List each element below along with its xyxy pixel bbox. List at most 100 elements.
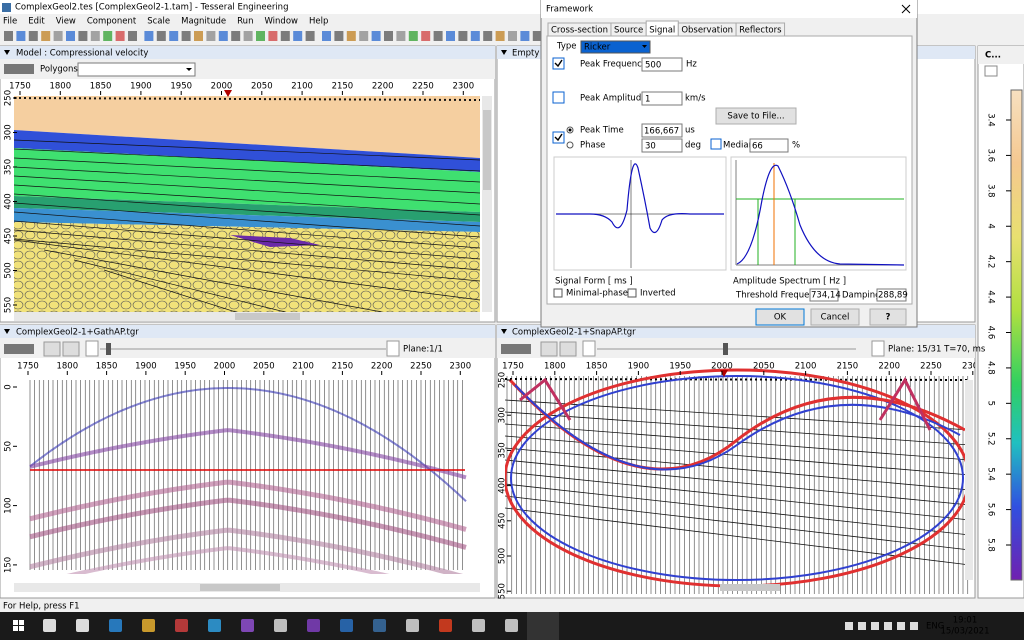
tray-icon[interactable] bbox=[910, 622, 918, 630]
tool-icon[interactable] bbox=[116, 31, 125, 41]
taskbar-app[interactable] bbox=[109, 619, 122, 632]
tray-icon[interactable] bbox=[897, 622, 905, 630]
tool-icon[interactable] bbox=[446, 31, 455, 41]
menu-item[interactable]: View bbox=[56, 17, 76, 27]
tool-button[interactable] bbox=[44, 342, 60, 356]
taskbar-app[interactable] bbox=[43, 619, 56, 632]
menu-item[interactable]: Scale bbox=[147, 17, 170, 27]
slider-right[interactable] bbox=[387, 341, 399, 356]
tool-icon[interactable] bbox=[347, 31, 356, 41]
tool-icon[interactable] bbox=[16, 31, 25, 41]
tool-icon[interactable] bbox=[144, 31, 153, 41]
tool-icon[interactable] bbox=[91, 31, 100, 41]
tool-button[interactable] bbox=[541, 342, 557, 356]
menu-item[interactable]: Edit bbox=[28, 17, 45, 27]
scroll-thumb[interactable] bbox=[235, 313, 300, 320]
taskbar-app[interactable] bbox=[175, 619, 188, 632]
tool-icon[interactable] bbox=[219, 31, 228, 41]
slider-thumb[interactable] bbox=[106, 343, 111, 355]
tool-icon[interactable] bbox=[533, 31, 542, 41]
menu-item[interactable]: Magnitude bbox=[181, 17, 226, 27]
taskbar-app[interactable] bbox=[274, 619, 287, 632]
tool-icon[interactable] bbox=[128, 31, 137, 41]
taskbar-app[interactable] bbox=[472, 619, 485, 632]
tool-icon[interactable] bbox=[169, 31, 178, 41]
menu-item[interactable]: Component bbox=[87, 17, 137, 27]
taskbar-app[interactable] bbox=[241, 619, 254, 632]
tool-icon[interactable] bbox=[434, 31, 443, 41]
tool-icon[interactable] bbox=[182, 31, 191, 41]
radio[interactable] bbox=[567, 142, 573, 148]
tool-icon[interactable] bbox=[384, 31, 393, 41]
tool-icon[interactable] bbox=[281, 31, 290, 41]
tool-icon[interactable] bbox=[66, 31, 75, 41]
tool-icon[interactable] bbox=[194, 31, 203, 41]
tool-button[interactable] bbox=[560, 342, 576, 356]
checkbox[interactable] bbox=[554, 289, 562, 297]
tray-icon[interactable] bbox=[845, 622, 853, 630]
tool-icon[interactable] bbox=[372, 31, 381, 41]
tool-icon[interactable] bbox=[206, 31, 215, 41]
tool-icon[interactable] bbox=[458, 31, 467, 41]
tool-icon[interactable] bbox=[396, 31, 405, 41]
tool-icon[interactable] bbox=[54, 31, 63, 41]
taskbar-app[interactable] bbox=[406, 619, 419, 632]
taskbar-app[interactable] bbox=[340, 619, 353, 632]
tray-icon[interactable] bbox=[884, 622, 892, 630]
slider-left[interactable] bbox=[583, 341, 595, 356]
tool-icon[interactable] bbox=[322, 31, 331, 41]
scrollbar[interactable] bbox=[965, 380, 973, 580]
field-unit: Hz bbox=[686, 60, 697, 70]
tool-icon[interactable] bbox=[41, 31, 50, 41]
tool-icon[interactable] bbox=[471, 31, 480, 41]
menu-item[interactable]: Window bbox=[264, 17, 298, 27]
menu-item[interactable]: File bbox=[3, 17, 17, 27]
menu-item[interactable]: Help bbox=[309, 17, 328, 27]
panel-title: Model : Compressional velocity bbox=[16, 49, 148, 59]
taskbar-app[interactable] bbox=[439, 619, 452, 632]
tool-icon[interactable] bbox=[496, 31, 505, 41]
taskbar-app[interactable] bbox=[505, 619, 518, 632]
tool-icon[interactable] bbox=[244, 31, 253, 41]
taskbar-app[interactable] bbox=[373, 619, 386, 632]
checkbox[interactable] bbox=[553, 92, 564, 103]
tool-icon[interactable] bbox=[334, 31, 343, 41]
tool-icon[interactable] bbox=[306, 31, 315, 41]
tool-icon[interactable] bbox=[29, 31, 38, 41]
tool-icon[interactable] bbox=[421, 31, 430, 41]
tool-icon[interactable] bbox=[520, 31, 529, 41]
tool-icon[interactable] bbox=[293, 31, 302, 41]
tool-icon[interactable] bbox=[231, 31, 240, 41]
taskbar-app[interactable] bbox=[208, 619, 221, 632]
slider-thumb[interactable] bbox=[723, 343, 728, 355]
x-tick-label: 2300 bbox=[452, 82, 474, 92]
scroll-thumb[interactable] bbox=[483, 110, 491, 190]
tool-icon[interactable] bbox=[359, 31, 368, 41]
tool-button[interactable] bbox=[63, 342, 79, 356]
checkbox[interactable] bbox=[628, 289, 636, 297]
tool-icon[interactable] bbox=[508, 31, 517, 41]
checkbox[interactable] bbox=[711, 139, 721, 149]
tool-icon[interactable] bbox=[409, 31, 418, 41]
tray-icon[interactable] bbox=[871, 622, 879, 630]
scroll-thumb[interactable] bbox=[200, 584, 280, 591]
slider-left[interactable] bbox=[86, 341, 98, 356]
tool-icon[interactable] bbox=[4, 31, 13, 41]
tray-icon[interactable] bbox=[858, 622, 866, 630]
slider-right[interactable] bbox=[872, 341, 884, 356]
polygons-select[interactable] bbox=[78, 63, 195, 76]
field-unit: km/s bbox=[685, 94, 706, 104]
tool-icon[interactable] bbox=[256, 31, 265, 41]
tool-icon[interactable] bbox=[157, 31, 166, 41]
x-tick-label: 1900 bbox=[130, 82, 152, 92]
tool-icon[interactable] bbox=[268, 31, 277, 41]
taskbar-app[interactable] bbox=[307, 619, 320, 632]
tool-icon[interactable] bbox=[103, 31, 112, 41]
tool-icon[interactable] bbox=[483, 31, 492, 41]
menu-item[interactable]: Run bbox=[237, 17, 253, 27]
taskbar-app[interactable] bbox=[76, 619, 89, 632]
tool-icon[interactable] bbox=[78, 31, 87, 41]
scroll-thumb[interactable] bbox=[720, 584, 780, 591]
colorbar-menu[interactable] bbox=[985, 66, 997, 76]
taskbar-app[interactable] bbox=[142, 619, 155, 632]
